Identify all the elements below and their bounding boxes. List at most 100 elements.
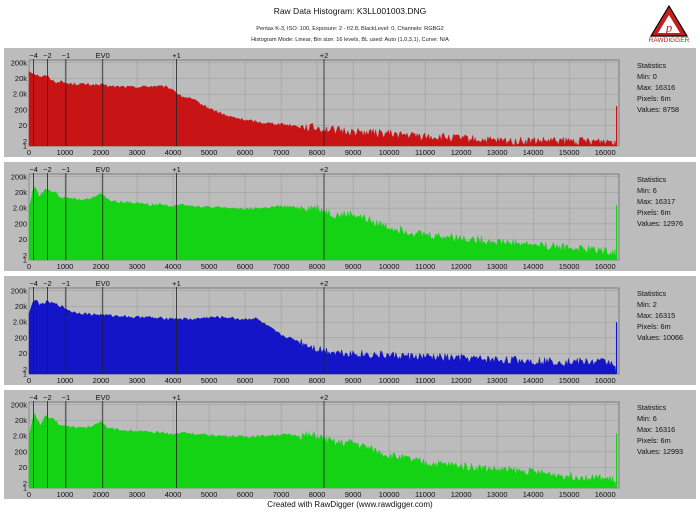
- statistics-box-b: Statistics Min: 2 Max: 16315 Pixels: 6m …: [637, 288, 695, 343]
- stats-pixels: Pixels: 6m: [637, 436, 671, 445]
- raw-digger-logo: p RAWDIGGER: [643, 4, 695, 48]
- ev-marker-label: −2: [43, 165, 52, 174]
- x-tick-label: 12000: [451, 262, 472, 271]
- ev-marker-label: −1: [62, 279, 71, 288]
- y-tick-label: 20: [19, 463, 27, 472]
- x-tick-label: 9000: [345, 148, 362, 157]
- x-tick-label: 10000: [379, 376, 400, 385]
- x-tick-label: 7000: [273, 262, 290, 271]
- stats-values: Values: 12976: [637, 219, 684, 228]
- y-tick-label: 1: [23, 370, 27, 379]
- x-tick-label: 9000: [345, 376, 362, 385]
- x-tick-label: 7000: [273, 490, 290, 499]
- x-tick-label: 1000: [57, 148, 74, 157]
- histogram-plot-r: 12 20 200 2.0k 20k 200k 0 1000 2000 3000 4000 5000 6…: [11, 51, 620, 157]
- ev-marker-label: −4: [29, 279, 38, 288]
- x-tick-label: 12000: [451, 376, 472, 385]
- header: Raw Data Histogram: K3LL001003.DNG Penta…: [0, 0, 700, 46]
- histogram-plot-g2: 12 20 200 2.0k 20k 200k 0 1000 2000 3000 4000 5000 6…: [11, 393, 620, 499]
- stats-values: Values: 10066: [637, 333, 684, 342]
- ev-marker-label: +2: [320, 279, 329, 288]
- y-tick-label: 200: [14, 105, 27, 114]
- y-tick-label: 200k: [11, 400, 28, 409]
- x-tick-label: 5000: [201, 148, 218, 157]
- y-tick-label: 200: [14, 447, 27, 456]
- y-tick-label: 20k: [15, 302, 27, 311]
- x-tick-label: 7000: [273, 376, 290, 385]
- x-tick-label: 10000: [379, 262, 400, 271]
- y-tick-label: 2: [23, 137, 27, 146]
- stats-title: Statistics: [637, 403, 667, 412]
- ev-marker-label: −4: [29, 51, 38, 60]
- statistics-box-r: Statistics Min: 0 Max: 16316 Pixels: 6m …: [637, 60, 695, 115]
- stats-title: Statistics: [637, 175, 667, 184]
- ev-marker-label: +2: [320, 393, 329, 402]
- x-tick-label: 6000: [237, 262, 254, 271]
- y-tick-label: 20: [19, 121, 27, 130]
- logo-wordmark: RAWDIGGER: [648, 37, 690, 44]
- x-tick-label: 1000: [57, 262, 74, 271]
- x-tick-label: 11000: [415, 490, 435, 499]
- stats-max: Max: 16315: [637, 311, 676, 320]
- y-tick-label: 20k: [15, 416, 27, 425]
- ev-marker-label: EV0: [96, 165, 110, 174]
- y-tick-label: 200: [14, 333, 27, 342]
- histogram-panel-g: 1 2 20 200 2.0k 20k 200k 0 1000 2000 3000 4000 5000 6…: [4, 162, 696, 271]
- x-tick-label: 2000: [93, 262, 110, 271]
- x-tick-label: 10000: [379, 490, 400, 499]
- x-tick-label: 11000: [415, 376, 435, 385]
- histogram-area: [28, 186, 617, 261]
- ev-marker-label: +1: [172, 165, 181, 174]
- y-tick-label: 200k: [11, 58, 28, 67]
- ev-marker-label: +1: [172, 51, 181, 60]
- y-tick-label: 20k: [15, 74, 27, 83]
- page-title: Raw Data Histogram: K3LL001003.DNG: [273, 6, 427, 16]
- x-tick-label: 2000: [93, 490, 110, 499]
- y-tick-label: 200k: [11, 172, 28, 181]
- svg-text:p: p: [665, 20, 673, 35]
- ev-marker-label: +1: [172, 279, 181, 288]
- histogram-panel-r: 1 2 20 200 2.0k 20k 200k 0 1000 2000 3000 4000 5000 6…: [4, 48, 696, 157]
- stats-pixels: Pixels: 6m: [637, 94, 671, 103]
- histogram-area: [28, 413, 617, 489]
- x-tick-label: 8000: [309, 148, 326, 157]
- ev-marker-label: +2: [320, 165, 329, 174]
- x-tick-label: 6000: [237, 376, 254, 385]
- x-tick-label: 15000: [559, 262, 580, 271]
- statistics-box-g2: Statistics Min: 6 Max: 16316 Pixels: 6m …: [637, 402, 695, 457]
- x-tick-label: 15000: [559, 148, 580, 157]
- x-tick-label: 1000: [57, 376, 74, 385]
- x-tick-label: 13000: [487, 262, 508, 271]
- x-tick-label: 11000: [415, 148, 435, 157]
- x-tick-label: 14000: [523, 490, 544, 499]
- x-tick-label: 0: [27, 490, 31, 499]
- y-tick-label: 20: [19, 349, 27, 358]
- stats-values: Values: 12993: [637, 447, 684, 456]
- x-tick-label: 0: [27, 148, 31, 157]
- x-tick-label: 14000: [523, 262, 544, 271]
- x-tick-label: 9000: [345, 262, 362, 271]
- y-tick-label: 2: [23, 479, 27, 488]
- y-tick-label: 1: [23, 484, 27, 493]
- ev-marker-label: −4: [29, 393, 38, 402]
- ev-marker-label: −2: [43, 393, 52, 402]
- x-tick-label: 5000: [201, 262, 218, 271]
- x-tick-label: 12000: [451, 490, 472, 499]
- histogram-panel-g2: 1 2 20 200 2.0k 20k 200k 0 1000 2000 3000 4000 5000 6…: [4, 390, 696, 499]
- histogram-mode-info: Histogram Mode: Linear, Bin size: 16 lev…: [251, 37, 449, 43]
- ev-marker-label: +1: [172, 393, 181, 402]
- x-tick-label: 16000: [595, 376, 616, 385]
- y-tick-label: 2.0k: [13, 318, 27, 327]
- x-tick-label: 7000: [273, 148, 290, 157]
- ev-marker-label: −2: [43, 51, 52, 60]
- x-tick-label: 10000: [379, 148, 400, 157]
- ev-marker-label: −1: [62, 51, 71, 60]
- stats-min: Min: 6: [637, 414, 657, 423]
- stats-max: Max: 16317: [637, 197, 676, 206]
- camera-info: Pentax K-3, ISO: 100, Exposure: 2 - f/2.…: [256, 26, 444, 32]
- ev-marker-label: EV0: [96, 279, 110, 288]
- ev-marker-label: −1: [62, 165, 71, 174]
- x-tick-label: 3000: [129, 148, 146, 157]
- y-tick-label: 200k: [11, 286, 28, 295]
- x-tick-label: 16000: [595, 148, 616, 157]
